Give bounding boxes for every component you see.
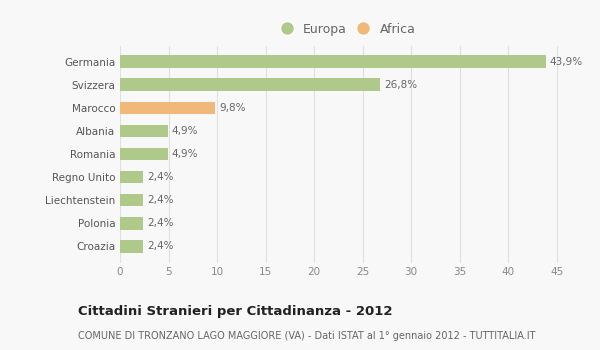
Bar	[120, 217, 143, 230]
Text: 2,4%: 2,4%	[147, 172, 173, 182]
Text: Cittadini Stranieri per Cittadinanza - 2012: Cittadini Stranieri per Cittadinanza - 2…	[78, 304, 392, 317]
Bar	[120, 102, 215, 114]
Text: 4,9%: 4,9%	[172, 149, 198, 159]
Text: COMUNE DI TRONZANO LAGO MAGGIORE (VA) - Dati ISTAT al 1° gennaio 2012 - TUTTITAL: COMUNE DI TRONZANO LAGO MAGGIORE (VA) - …	[78, 331, 536, 341]
Legend: Europa, Africa: Europa, Africa	[277, 19, 419, 40]
Bar	[120, 55, 546, 68]
Text: 2,4%: 2,4%	[147, 218, 173, 228]
Text: 2,4%: 2,4%	[147, 241, 173, 251]
Text: 9,8%: 9,8%	[219, 103, 245, 113]
Bar	[120, 171, 143, 183]
Text: 4,9%: 4,9%	[172, 126, 198, 136]
Text: 43,9%: 43,9%	[550, 57, 583, 67]
Text: 26,8%: 26,8%	[384, 80, 417, 90]
Bar	[120, 78, 380, 91]
Text: 2,4%: 2,4%	[147, 195, 173, 205]
Bar	[120, 194, 143, 206]
Bar	[120, 240, 143, 253]
Bar	[120, 125, 167, 137]
Bar	[120, 148, 167, 160]
